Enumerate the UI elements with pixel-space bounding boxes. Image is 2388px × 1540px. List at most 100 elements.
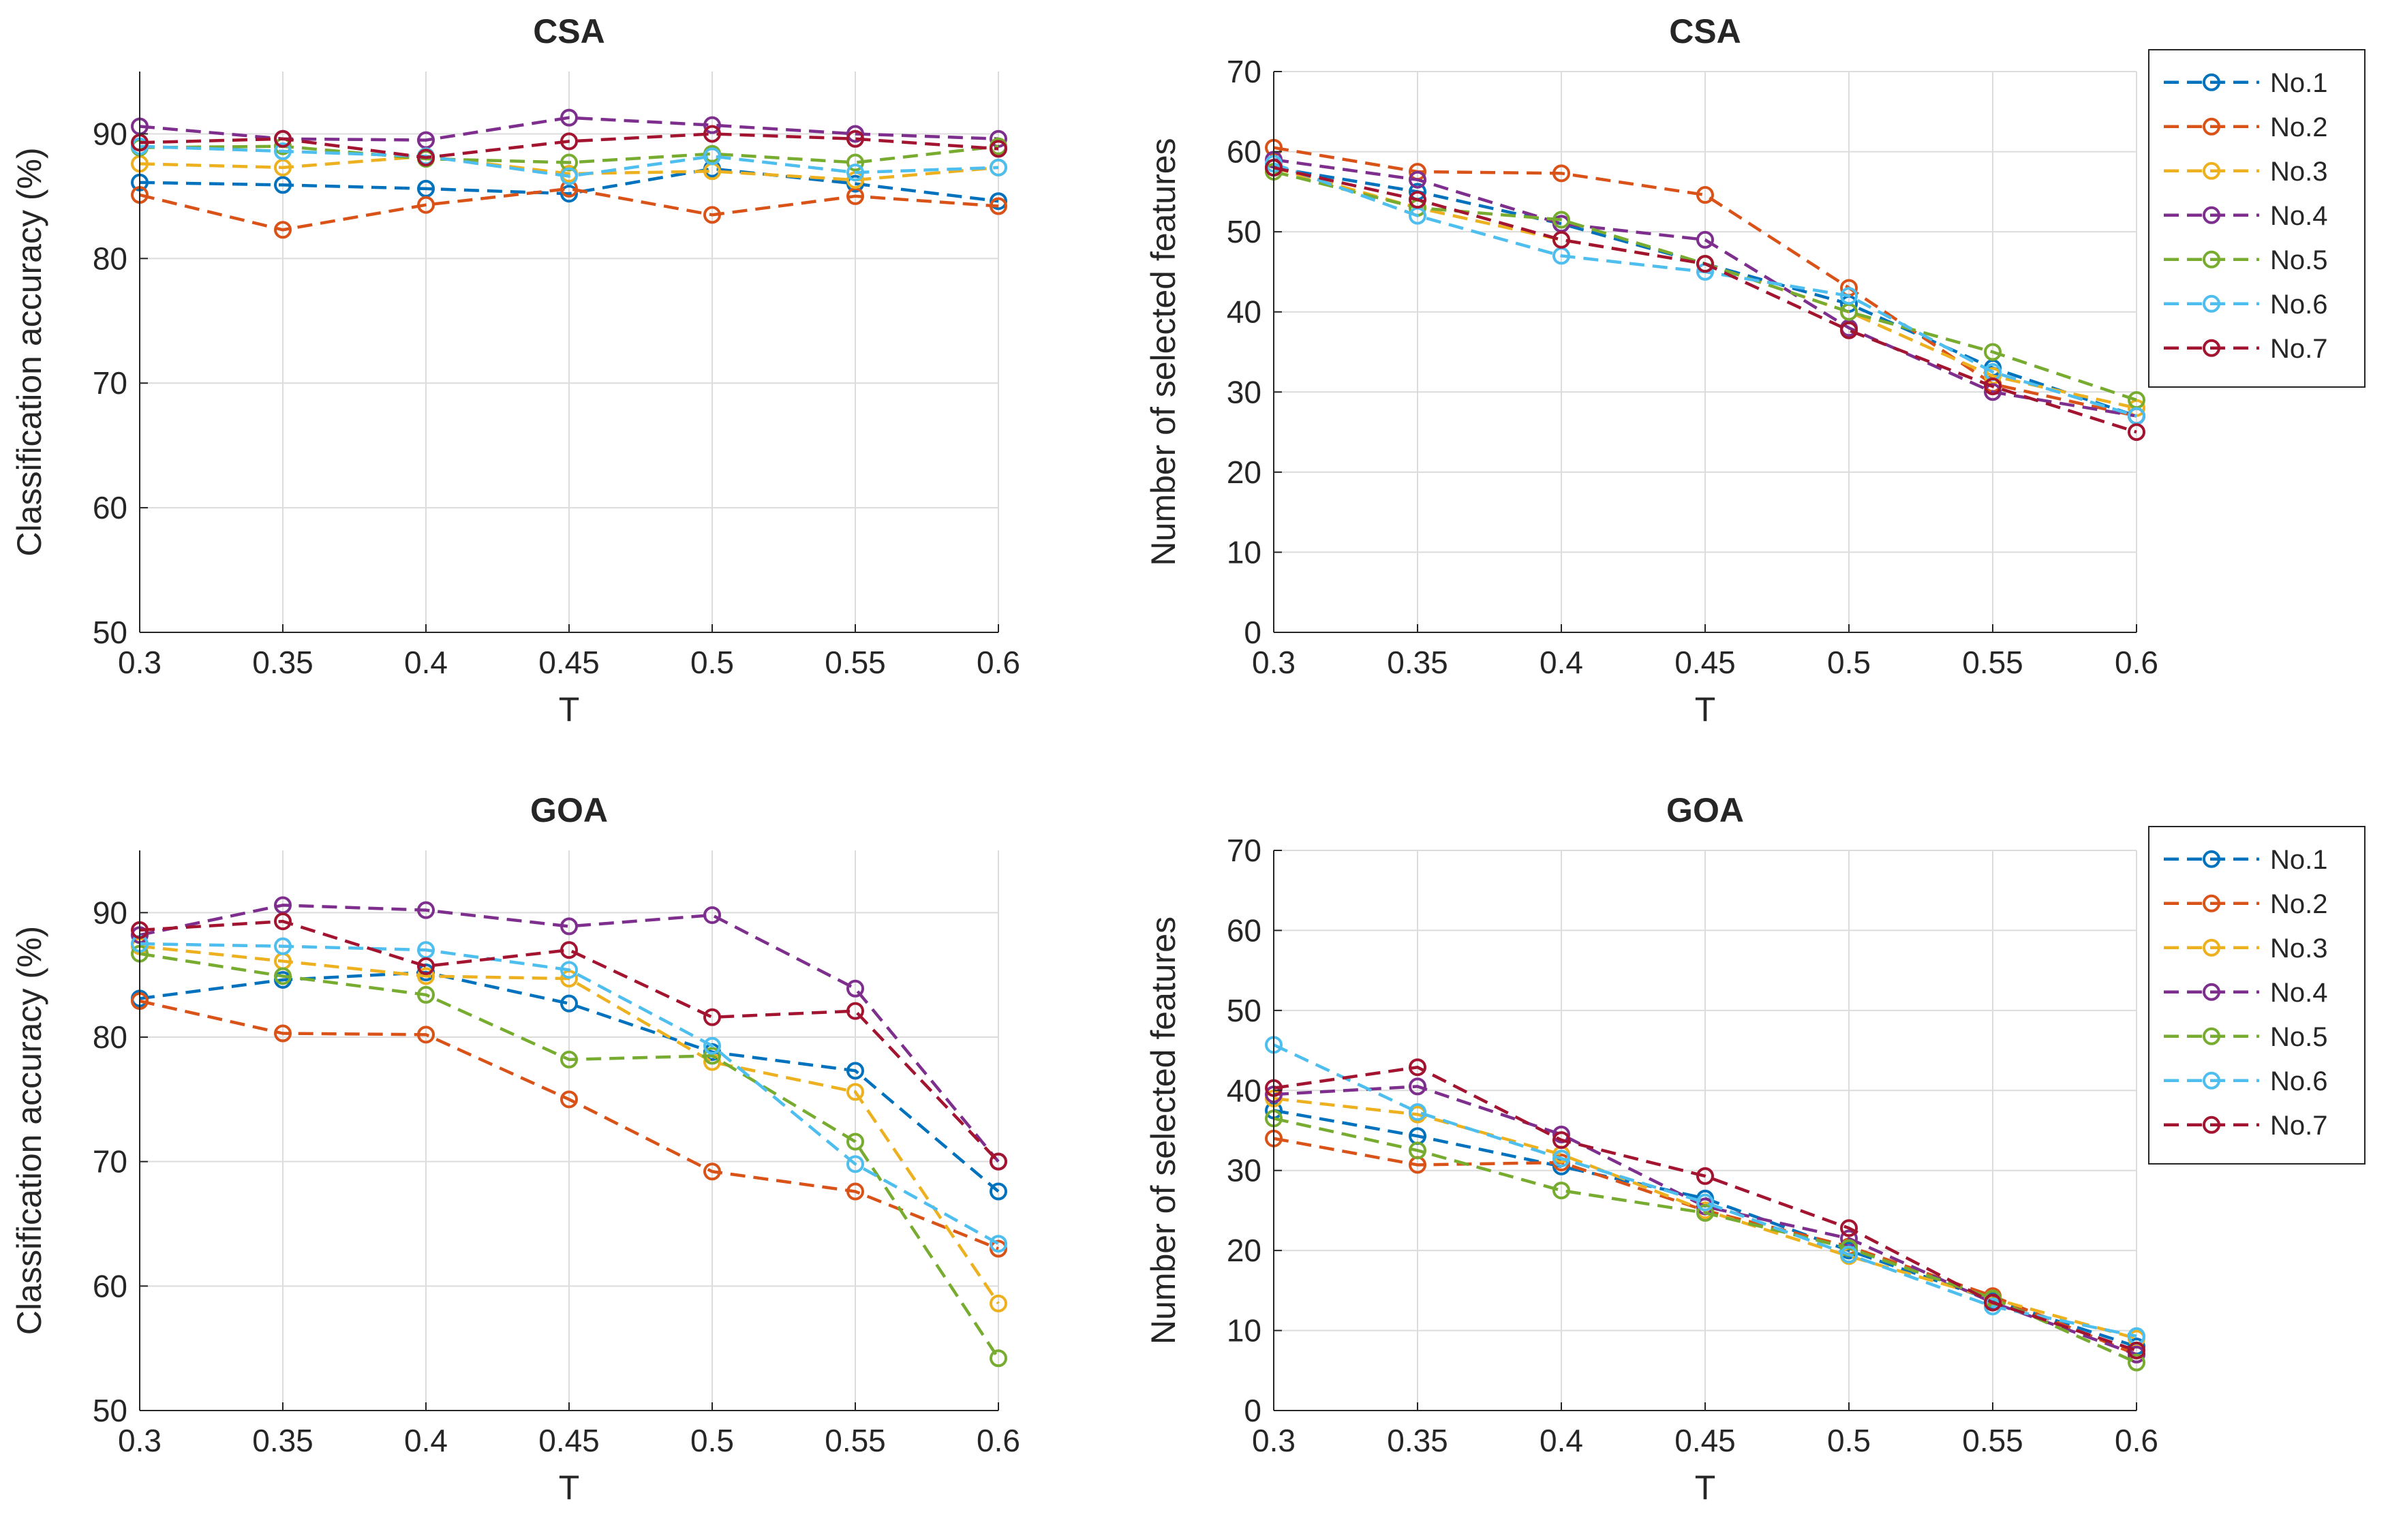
data-point (274, 129, 292, 148)
legend-marker (2203, 894, 2220, 912)
data-point (846, 164, 864, 182)
goa-accuracy-ylabel: Classification accuracy (%) (10, 926, 48, 1335)
legend-item: No.3 (2164, 157, 2328, 187)
data-point (417, 967, 435, 985)
data-point (560, 994, 578, 1013)
x-tick-label: 0.6 (2115, 1423, 2158, 1458)
series-line (139, 919, 1000, 1163)
data-point (560, 108, 578, 127)
goa-features-xlabel: T (1695, 1468, 1716, 1507)
goa-accuracy-series-5 (131, 944, 1007, 1368)
goa-accuracy-series (131, 896, 1007, 1368)
y-tick-label: 10 (1227, 1313, 1261, 1349)
csa-accuracy-ylabel: Classification accuracy (%) (10, 147, 48, 556)
data-point (1984, 378, 2002, 396)
goa-features-series (1265, 1036, 2145, 1372)
data-point (274, 967, 292, 985)
data-point (1840, 1219, 1858, 1237)
x-tick-label: 0.4 (1540, 1423, 1583, 1458)
x-tick-label: 0.5 (1827, 1423, 1871, 1458)
x-tick-label: 0.5 (1827, 645, 1871, 680)
data-point (846, 1155, 864, 1173)
x-tick-label: 0.45 (1674, 645, 1736, 680)
y-tick-label: 70 (93, 365, 127, 401)
legend-label: No.4 (2270, 978, 2328, 1008)
legend-label: No.1 (2270, 845, 2328, 875)
series-line (1273, 1085, 2137, 1356)
x-tick-label: 0.4 (1540, 645, 1583, 680)
legend-marker (2203, 117, 2220, 136)
x-tick-label: 0.4 (404, 1423, 448, 1458)
data-point (274, 176, 292, 194)
x-tick-label: 0.55 (1962, 1423, 2023, 1458)
data-point (846, 129, 864, 148)
data-point (1696, 1167, 1714, 1185)
legend-box (2148, 826, 2366, 1165)
y-tick-label: 80 (93, 1019, 127, 1055)
data-point (274, 221, 292, 239)
csa-accuracy-axes: 0.3 0.35 0.4 0.45 0.5 0.55 0.6 50 60 70 80 90 (93, 72, 1020, 680)
series-line (139, 970, 1000, 1193)
series-line (139, 155, 999, 182)
legend-label: No.1 (2270, 68, 2328, 98)
csa-accuracy-series-1 (131, 159, 1007, 211)
data-point (560, 185, 578, 203)
y-tick-label: 30 (1227, 374, 1261, 410)
csa-features-grid (1274, 71, 2137, 632)
data-point (274, 1024, 292, 1043)
series-line (139, 167, 999, 203)
legend-label: No.4 (2270, 201, 2328, 231)
csa-accuracy-series (131, 108, 1007, 239)
data-point (990, 158, 1007, 176)
goa-accuracy-series-7 (131, 912, 1007, 1171)
x-tick-label: 0.55 (825, 1423, 886, 1458)
data-point (1984, 1293, 2002, 1312)
y-tick-label: 80 (93, 241, 127, 276)
data-point (990, 1182, 1007, 1201)
x-tick-label: 0.3 (118, 1423, 162, 1458)
data-point (990, 192, 1007, 211)
goa-features-ylabel: Number of selected features (1144, 917, 1182, 1344)
data-point (560, 1090, 578, 1109)
y-tick-label: 0 (1244, 615, 1261, 650)
y-tick-label: 20 (1227, 1233, 1261, 1268)
y-tick-label: 60 (93, 490, 127, 525)
data-point (1409, 170, 1426, 189)
csa-features-ylabel: Number of selected features (1144, 138, 1182, 566)
series-line (139, 187, 999, 232)
series-line (139, 952, 1000, 1359)
y-tick-label: 30 (1227, 1153, 1261, 1188)
goa-features-chart: 0.3 0.35 0.4 0.45 0.5 0.55 0.6010203040506070 … (1144, 791, 2366, 1507)
legend-item: No.2 (2164, 112, 2328, 142)
legend-label: No.7 (2270, 1111, 2328, 1141)
x-tick-label: 0.4 (404, 645, 448, 680)
data-point (560, 1050, 578, 1068)
data-point (417, 985, 435, 1004)
data-point (1409, 191, 1426, 209)
data-point (990, 1152, 1007, 1171)
data-point (990, 1349, 1007, 1368)
csa-features-axes: 0.3 0.35 0.4 0.45 0.5 0.55 0.6 0 10 20 30 40 50 60 70 (1227, 54, 2158, 680)
data-point (1552, 211, 1570, 229)
legend-label: No.3 (2270, 934, 2328, 964)
y-tick-label: 60 (1227, 134, 1261, 170)
x-tick-label: 0.35 (1387, 645, 1448, 680)
data-point (560, 941, 578, 959)
data-point (417, 957, 435, 975)
legend-marker (2203, 850, 2220, 868)
data-point (274, 937, 292, 955)
csa-accuracy-title: CSA (533, 12, 605, 50)
y-tick-label: 50 (1227, 993, 1261, 1028)
data-point (990, 140, 1007, 158)
legend-item: No.3 (2164, 934, 2328, 964)
data-point (1552, 230, 1570, 249)
y-tick-label: 10 (1227, 534, 1261, 570)
goa-features-axes: 0.3 0.35 0.4 0.45 0.5 0.55 0.6 0 10 20 30 40 50 60 70 (1227, 833, 2158, 1458)
legend-item: No.6 (2164, 290, 2328, 320)
legend-label: No.6 (2270, 1066, 2328, 1096)
series-line (1273, 1043, 2137, 1338)
legend-marker (2203, 1071, 2220, 1090)
data-point (1696, 186, 1714, 204)
legend-item: No.4 (2164, 201, 2328, 231)
data-point (703, 116, 721, 134)
